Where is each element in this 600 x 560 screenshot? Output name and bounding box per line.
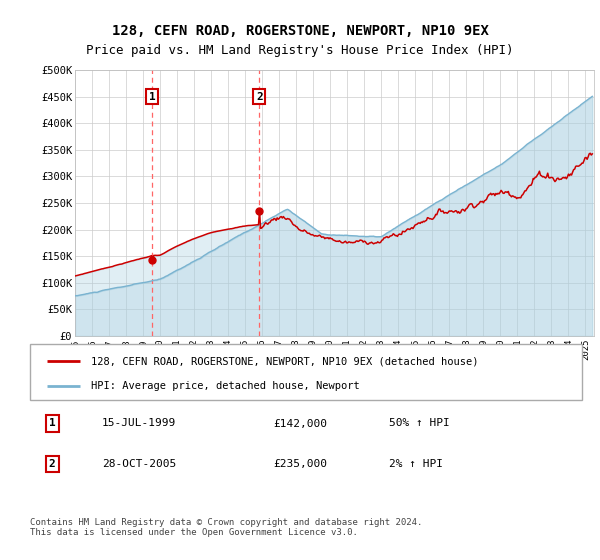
Text: 50% ↑ HPI: 50% ↑ HPI bbox=[389, 418, 449, 428]
Text: 1: 1 bbox=[49, 418, 55, 428]
Text: Price paid vs. HM Land Registry's House Price Index (HPI): Price paid vs. HM Land Registry's House … bbox=[86, 44, 514, 57]
Text: £142,000: £142,000 bbox=[273, 418, 327, 428]
Text: 2: 2 bbox=[49, 459, 55, 469]
Text: 15-JUL-1999: 15-JUL-1999 bbox=[102, 418, 176, 428]
Text: 128, CEFN ROAD, ROGERSTONE, NEWPORT, NP10 9EX: 128, CEFN ROAD, ROGERSTONE, NEWPORT, NP1… bbox=[112, 24, 488, 38]
Text: Contains HM Land Registry data © Crown copyright and database right 2024.
This d: Contains HM Land Registry data © Crown c… bbox=[30, 518, 422, 538]
Text: 1: 1 bbox=[149, 92, 155, 101]
Text: 2: 2 bbox=[256, 92, 263, 101]
Text: HPI: Average price, detached house, Newport: HPI: Average price, detached house, Newp… bbox=[91, 381, 359, 391]
Text: 128, CEFN ROAD, ROGERSTONE, NEWPORT, NP10 9EX (detached house): 128, CEFN ROAD, ROGERSTONE, NEWPORT, NP1… bbox=[91, 356, 478, 366]
Text: £235,000: £235,000 bbox=[273, 459, 327, 469]
Text: 2% ↑ HPI: 2% ↑ HPI bbox=[389, 459, 443, 469]
FancyBboxPatch shape bbox=[30, 344, 582, 400]
Text: 28-OCT-2005: 28-OCT-2005 bbox=[102, 459, 176, 469]
